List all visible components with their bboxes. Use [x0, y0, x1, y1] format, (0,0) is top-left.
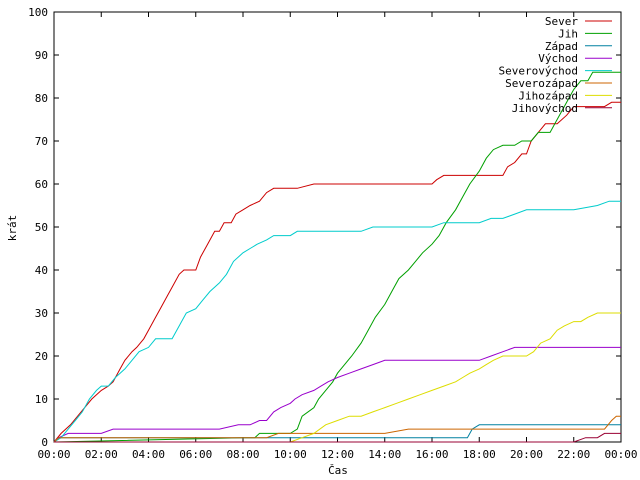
- x-axis-label: Čas: [328, 464, 348, 477]
- x-tick-label: 12:00: [321, 448, 354, 461]
- series-line-2: [53, 71, 621, 443]
- legend-label: Sever: [545, 15, 578, 28]
- x-tick-label: 00:00: [37, 448, 70, 461]
- x-tick-label: 22:00: [557, 448, 590, 461]
- axes: 0 10 20 30 40 50 60 70 80 90 100 00:00 02:00 04:00 06:…: [28, 6, 637, 461]
- x-tick-label: 18:00: [463, 448, 496, 461]
- legend: SeverJihZápadVýchodSeverovýchodSeverozáp…: [499, 15, 612, 115]
- x-tick-label: 06:00: [179, 448, 212, 461]
- legend-label: Jihovýchod: [512, 102, 578, 115]
- series-line-4: [53, 346, 621, 443]
- legend-label: Západ: [545, 40, 578, 53]
- x-tick-label: 08:00: [226, 448, 259, 461]
- series-line-5: [53, 200, 621, 443]
- series-line-1: [53, 101, 621, 443]
- legend-label: Severozápad: [505, 77, 578, 90]
- x-tick-label: 10:00: [274, 448, 307, 461]
- y-tick-label: 40: [35, 264, 48, 277]
- x-tick-label: 14:00: [368, 448, 401, 461]
- series-lines: [53, 71, 621, 443]
- y-axis-label: krát: [6, 215, 19, 242]
- y-tick-label: 60: [35, 178, 48, 191]
- y-tick-label: 10: [35, 393, 48, 406]
- legend-label: Jihozápad: [518, 89, 578, 102]
- series-line-7: [54, 312, 621, 443]
- x-tick-label: 16:00: [415, 448, 448, 461]
- series-line-8: [54, 432, 621, 443]
- y-tick-label: 90: [35, 49, 48, 62]
- series-line-6: [53, 415, 621, 443]
- y-tick-label: 70: [35, 135, 48, 148]
- y-tick-label: 0: [41, 436, 48, 449]
- legend-label: Severovýchod: [499, 65, 578, 78]
- x-tick-label: 04:00: [132, 448, 165, 461]
- x-tick-label: 02:00: [85, 448, 118, 461]
- legend-label: Jih: [558, 27, 578, 40]
- y-tick-label: 100: [28, 6, 48, 19]
- x-tick-label: 20:00: [510, 448, 543, 461]
- y-tick-label: 20: [35, 350, 48, 363]
- y-tick-label: 80: [35, 92, 48, 105]
- y-tick-label: 50: [35, 221, 48, 234]
- x-tick-label: 00:00: [604, 448, 637, 461]
- y-tick-label: 30: [35, 307, 48, 320]
- legend-label: Východ: [538, 52, 578, 65]
